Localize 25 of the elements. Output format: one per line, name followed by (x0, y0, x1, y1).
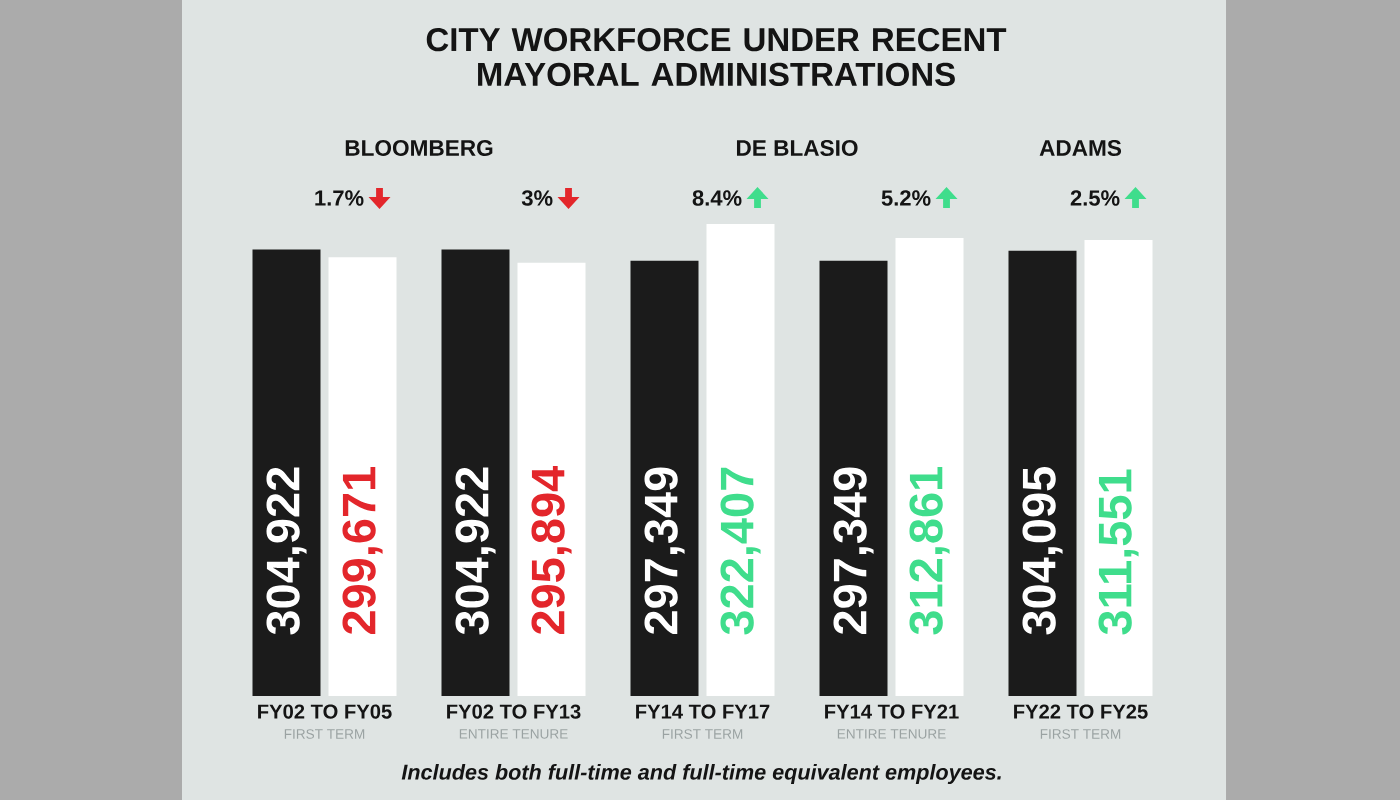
x-tick-label: FY02 TO FY13 (447, 704, 581, 719)
data-label: 295,894 (531, 466, 572, 634)
x-tick-label: FY02 TO FY05 (258, 704, 392, 719)
text: BLOOMBERG (345, 139, 493, 156)
data-label: 304,922 (266, 467, 307, 635)
data-label: 312,861 (909, 467, 950, 635)
data-label: 297,349 (644, 467, 685, 634)
text: 1.7% (315, 190, 364, 206)
text: Includes both full-time and full-time equivalent employees. (401, 763, 1001, 785)
data-label: 304,922 (455, 467, 496, 635)
chart-title: CITY WORKFORCE UNDER RECENT MAYORAL ADMINISTRATIONS (426, 27, 1007, 87)
text: 3% (521, 190, 553, 206)
text: ADAMS (1039, 139, 1122, 156)
text: 8.4% (692, 190, 742, 206)
text: 5.2% (881, 190, 931, 206)
x-tick-label: FY22 TO FY25 (1014, 704, 1148, 719)
x-tick-label: FY14 TO FY17 (636, 704, 770, 719)
data-label: 322,407 (720, 467, 761, 635)
text: DE BLASIO (736, 139, 858, 156)
text: 2.5% (1070, 190, 1120, 206)
x-tick-label: FY14 TO FY21 (825, 704, 959, 719)
data-label: 299,671 (342, 467, 383, 634)
data-label: 311,551 (1098, 469, 1139, 635)
data-label: 297,349 (833, 467, 874, 634)
data-label: 304,095 (1022, 467, 1063, 635)
